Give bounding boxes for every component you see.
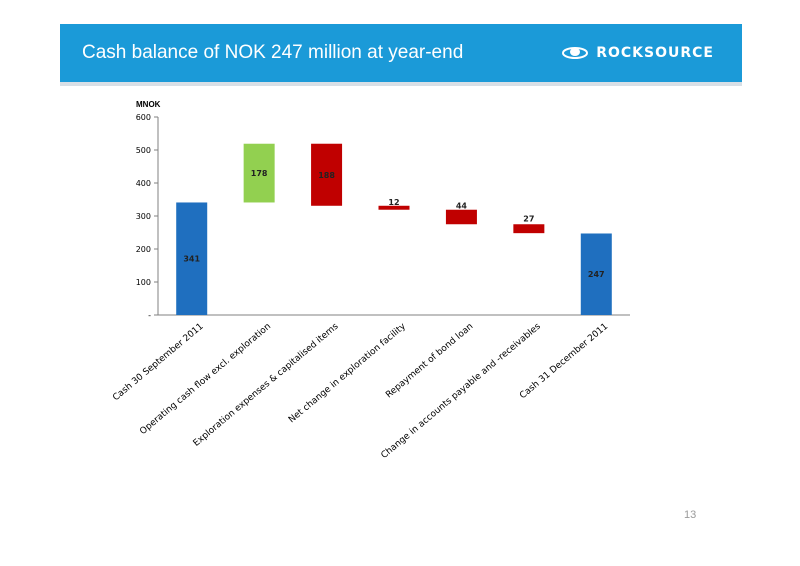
logo-text: ROCKSOURCE — [596, 45, 714, 61]
data-label: 178 — [251, 169, 268, 178]
y-tick-label: - — [148, 311, 151, 320]
data-label: 247 — [588, 270, 605, 279]
category-label: Operating cash flow excl. exploration — [138, 322, 273, 437]
data-label: 44 — [456, 202, 468, 211]
data-label: 341 — [183, 255, 200, 264]
data-label: 27 — [523, 214, 534, 223]
y-tick-label: 600 — [136, 113, 151, 122]
header-divider — [60, 82, 742, 86]
data-label: 12 — [388, 198, 399, 207]
category-label: Net change in exploration facility — [287, 321, 408, 425]
page-number: 13 — [684, 509, 697, 521]
y-tick-label: 300 — [136, 212, 151, 221]
rocksource-logo-icon — [562, 47, 589, 59]
company-logo: ROCKSOURCE — [562, 44, 714, 62]
y-tick-label: 500 — [136, 146, 151, 155]
category-label: Change in accounts payable and -receivab… — [379, 321, 543, 461]
y-axis-label: MNOK — [136, 100, 161, 109]
y-tick-label: 400 — [136, 179, 151, 188]
bar-6 — [513, 224, 545, 234]
data-label: 188 — [318, 171, 335, 180]
bar-3 — [311, 143, 343, 206]
bar-7 — [580, 233, 612, 315]
bar-2 — [243, 143, 275, 203]
bar-5 — [445, 209, 477, 225]
bar-4 — [378, 205, 410, 210]
slide-title: Cash balance of NOK 247 million at year-… — [82, 42, 464, 63]
bar-1 — [176, 202, 208, 315]
title-bar: Cash balance of NOK 247 million at year-… — [60, 24, 742, 82]
y-tick-label: 200 — [136, 245, 151, 254]
category-label: Exploration expenses & capitalised items — [192, 321, 341, 448]
y-tick-label: 100 — [136, 278, 151, 287]
